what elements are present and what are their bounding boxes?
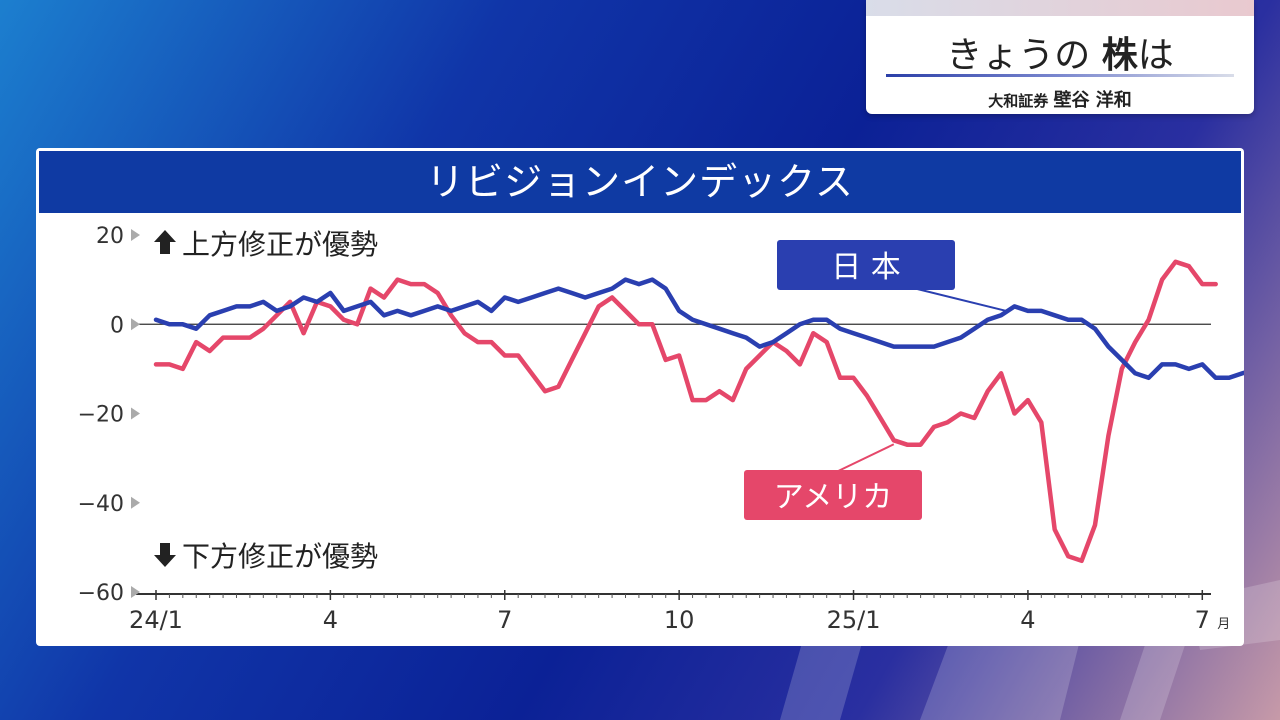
segment-title-strip	[866, 0, 1254, 16]
y-tick-marker	[131, 229, 140, 241]
guest-name: 壁谷 洋和	[1053, 90, 1132, 111]
x-tick-label: 10	[664, 606, 695, 634]
legend-box	[777, 240, 955, 290]
x-unit-label: 月	[1217, 617, 1230, 632]
y-tick-label: −40	[78, 492, 124, 517]
x-tick-label: 7	[1195, 606, 1210, 634]
x-tick-label: 24/1	[129, 606, 183, 634]
y-tick-marker	[131, 318, 140, 331]
series-label: 日 本	[831, 250, 901, 285]
segment-title-underline	[886, 74, 1234, 77]
leader-line	[831, 443, 895, 475]
y-tick-label: 20	[96, 224, 124, 249]
y-tick-label: −60	[78, 581, 124, 606]
chart-panel: リビジョンインデックス 20 0 −20 −40 −60 24/1 4 7 10 25/1 4 7 月上…	[36, 148, 1244, 646]
guest-company: 大和証券	[988, 92, 1049, 110]
down-arrow-icon	[154, 543, 176, 567]
series-line	[153, 259, 1218, 564]
series-label: アメリカ	[774, 480, 893, 515]
annotation-upward: 上方修正が優勢	[182, 228, 378, 261]
y-tick-label: −20	[78, 403, 124, 428]
x-tick-label: 7	[497, 606, 512, 634]
chart-title: リビジョンインデックス	[39, 151, 1241, 213]
x-tick-label: 25/1	[827, 606, 881, 634]
annotation-downward: 下方修正が優勢	[182, 540, 378, 573]
y-tick-marker	[131, 407, 140, 420]
x-tick-label: 4	[1020, 606, 1035, 634]
segment-guest: 大和証券 壁谷 洋和	[866, 86, 1254, 112]
segment-title: きょうの 株は	[866, 26, 1254, 78]
y-tick-label: 0	[110, 313, 124, 338]
y-tick-marker	[131, 586, 140, 598]
segment-title-pre: きょうの	[946, 35, 1102, 76]
segment-title-bold: 株	[1101, 35, 1138, 76]
up-arrow-icon	[154, 230, 176, 254]
segment-title-post: は	[1137, 35, 1174, 76]
y-tick-marker	[131, 496, 140, 509]
x-tick-label: 4	[323, 606, 338, 634]
series-line	[153, 277, 1244, 381]
legend-box	[744, 470, 922, 520]
segment-title-box: きょうの 株は 大和証券 壁谷 洋和	[866, 0, 1254, 114]
